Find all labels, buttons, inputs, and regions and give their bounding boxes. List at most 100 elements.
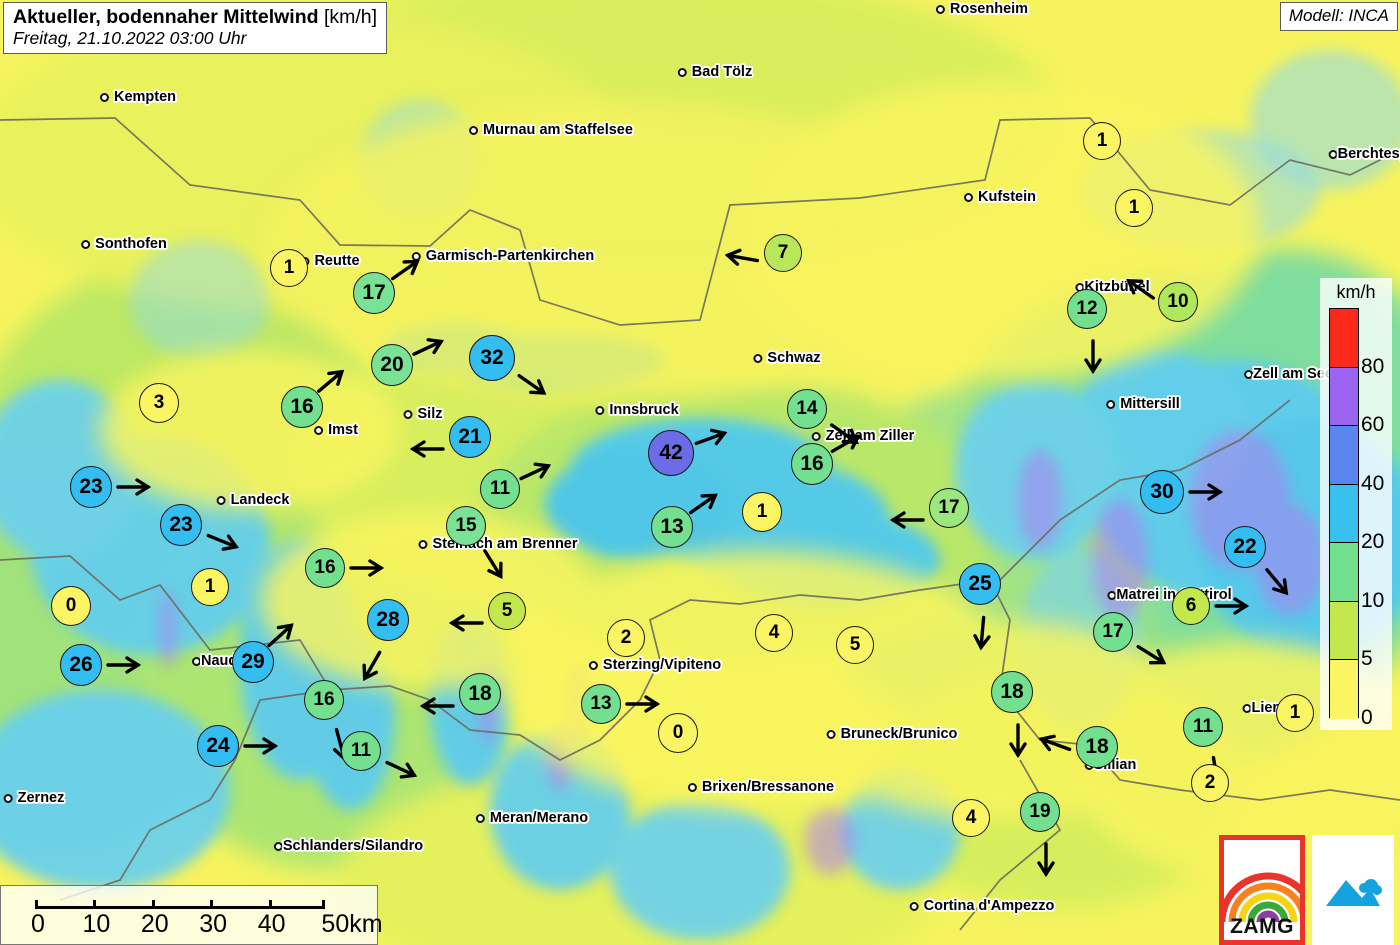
wind-station-marker[interactable]: 32	[469, 335, 515, 381]
wind-station-marker[interactable]: 0	[658, 713, 698, 753]
city-dot-icon	[469, 125, 479, 135]
wind-station-marker[interactable]: 4	[755, 614, 793, 652]
wind-station-marker[interactable]: 1	[1115, 189, 1153, 227]
legend-tick-label: 60	[1361, 413, 1385, 437]
city-marker: Zernez	[3, 790, 65, 806]
zamg-logo: ZAMG	[1219, 835, 1305, 945]
city-marker: Kufstein	[964, 189, 1036, 205]
wind-station-marker[interactable]: 42	[648, 430, 694, 476]
city-label: Cortina d'Ampezzo	[923, 898, 1055, 914]
wind-station-marker[interactable]: 13	[581, 684, 621, 724]
city-dot-icon	[99, 92, 109, 102]
wind-station-marker[interactable]: 25	[959, 563, 1001, 605]
wind-station-marker[interactable]: 14	[787, 389, 827, 429]
wind-station-marker[interactable]: 5	[488, 592, 526, 630]
wind-station-marker[interactable]: 17	[353, 272, 395, 314]
city-label: Kufstein	[978, 189, 1036, 205]
title-box: Aktueller, bodennaher Mittelwind [km/h] …	[3, 2, 388, 55]
wind-station-marker[interactable]: 11	[1183, 707, 1223, 747]
city-label: Zernez	[17, 790, 65, 806]
wind-station-marker[interactable]: 18	[1076, 726, 1118, 768]
city-marker: Bad Tölz	[677, 64, 752, 80]
wind-station-marker[interactable]: 16	[281, 386, 323, 428]
legend-color-segment	[1330, 309, 1358, 368]
legend-colorbar	[1329, 308, 1359, 719]
wind-station-marker[interactable]: 1	[1083, 122, 1121, 160]
city-label: Reutte	[314, 253, 360, 269]
wind-station-marker[interactable]: 13	[651, 506, 693, 548]
wind-station-marker[interactable]: 16	[791, 443, 833, 485]
wind-station-marker[interactable]: 23	[160, 504, 202, 546]
wind-station-marker[interactable]: 24	[197, 725, 239, 767]
geosphere-logo	[1312, 835, 1394, 945]
city-label: Sonthofen	[95, 236, 167, 252]
wind-station-marker[interactable]: 1	[270, 249, 308, 287]
wind-station-marker[interactable]: 22	[1224, 526, 1266, 568]
legend-tick-label: 0	[1361, 706, 1373, 729]
wind-station-marker[interactable]: 20	[371, 344, 413, 386]
page-title: Aktueller, bodennaher Mittelwind [km/h]	[13, 6, 377, 28]
wind-station-marker[interactable]: 1	[742, 492, 782, 532]
wind-station-marker[interactable]: 15	[446, 506, 486, 546]
city-marker: Silz	[403, 406, 442, 422]
city-dot-icon	[595, 405, 605, 415]
city-label: Zell am See	[1253, 366, 1333, 382]
wind-station-marker[interactable]: 26	[60, 644, 102, 686]
wind-station-marker[interactable]: 21	[449, 416, 491, 458]
wind-station-marker[interactable]: 18	[991, 671, 1033, 713]
city-dot-icon	[677, 67, 687, 77]
wind-station-marker[interactable]: 3	[139, 383, 179, 423]
city-dot-icon	[403, 409, 413, 419]
city-label: Berchtesgaden	[1337, 146, 1400, 162]
wind-station-marker[interactable]: 18	[459, 673, 501, 715]
wind-station-marker[interactable]: 11	[480, 469, 520, 509]
wind-station-marker[interactable]: 10	[1158, 282, 1198, 322]
scale-track	[35, 900, 325, 909]
city-dot-icon	[191, 656, 201, 666]
city-marker: Garmisch-Partenkirchen	[411, 248, 594, 264]
city-marker: Imst	[314, 422, 358, 438]
city-marker: Steinach am Brenner	[418, 536, 578, 552]
wind-station-marker[interactable]: 11	[341, 731, 381, 771]
wind-station-marker[interactable]: 16	[304, 680, 344, 720]
wind-station-marker[interactable]: 1	[191, 568, 229, 606]
wind-station-marker[interactable]: 6	[1172, 587, 1210, 625]
city-marker: Meran/Merano	[475, 810, 588, 826]
wind-station-marker[interactable]: 16	[305, 548, 345, 588]
wind-station-marker[interactable]: 2	[1191, 764, 1229, 802]
city-marker: Schlanders/Silandro	[273, 838, 428, 854]
wind-station-marker[interactable]: 29	[232, 641, 274, 683]
logo-group: ZAMG	[1219, 835, 1394, 945]
wind-station-marker[interactable]: 2	[607, 619, 645, 657]
wind-station-marker[interactable]: 12	[1067, 289, 1107, 329]
city-dot-icon	[475, 813, 485, 823]
city-marker: Schwaz	[753, 350, 821, 366]
wind-station-marker[interactable]: 30	[1140, 470, 1184, 514]
city-dot-icon	[81, 239, 91, 249]
wind-station-marker[interactable]: 19	[1020, 792, 1060, 832]
city-label: Innsbruck	[609, 402, 679, 418]
wind-station-marker[interactable]: 23	[70, 466, 112, 508]
city-marker: Berchtesgaden	[1328, 146, 1400, 162]
wind-station-marker[interactable]: 17	[1093, 612, 1133, 652]
wind-station-marker[interactable]: 28	[367, 599, 409, 641]
wind-station-marker[interactable]: 0	[51, 586, 91, 626]
wind-station-marker[interactable]: 17	[929, 488, 969, 528]
legend-color-segment	[1330, 601, 1358, 661]
legend: km/h 80 60 40 20 10 5 0	[1320, 278, 1392, 730]
scale-tick-label: 30	[199, 910, 228, 938]
wind-station-marker[interactable]: 1	[1276, 694, 1314, 732]
city-dot-icon	[418, 539, 428, 549]
city-label: Imst	[328, 422, 358, 438]
city-dot-icon	[1244, 369, 1254, 379]
city-marker: Bruneck/Brunico	[826, 726, 957, 742]
wind-station-marker[interactable]: 5	[836, 626, 874, 664]
wind-station-marker[interactable]: 4	[952, 799, 990, 837]
city-marker: Cortina d'Ampezzo	[909, 898, 1055, 914]
wind-station-marker[interactable]: 7	[764, 234, 802, 272]
city-dot-icon	[935, 4, 945, 14]
city-dot-icon	[1328, 149, 1338, 159]
city-marker: Sonthofen	[81, 236, 167, 252]
city-label: Mittersill	[1120, 396, 1180, 412]
